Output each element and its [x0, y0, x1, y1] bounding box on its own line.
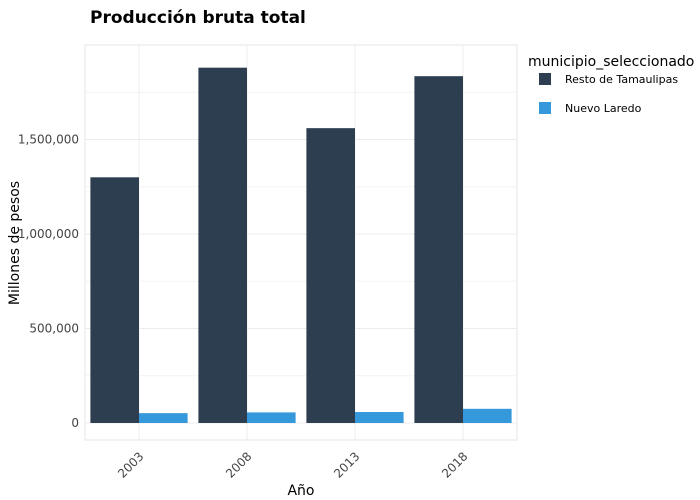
legend-swatch [539, 102, 551, 114]
legend: municipio_seleccionado Resto de Tamaulip… [528, 54, 694, 115]
y-tick-label: 0 [71, 416, 79, 430]
legend-label: Nuevo Laredo [565, 102, 642, 115]
x-axis-title: Año [287, 483, 314, 499]
bar [306, 128, 355, 423]
bar [414, 76, 463, 423]
bar [463, 408, 512, 423]
x-tick-label: 2008 [223, 449, 254, 480]
legend-title: municipio_seleccionado [528, 54, 694, 70]
x-tick-label: 2013 [331, 449, 362, 480]
bar [247, 412, 296, 423]
chart-title: Producción bruta total [90, 8, 306, 28]
bar [198, 67, 247, 423]
bar [355, 412, 404, 423]
y-tick-label: 500,000 [29, 321, 79, 335]
bars [90, 67, 512, 423]
legend-label: Resto de Tamaulipas [565, 73, 678, 86]
y-axis-title: Millones de pesos [7, 181, 23, 305]
y-tick-label: 1,000,000 [18, 227, 79, 241]
x-tick-label: 2018 [439, 449, 470, 480]
bar [139, 413, 188, 423]
y-tick-label: 1,500,000 [18, 132, 79, 146]
x-tick-label: 2003 [115, 449, 146, 480]
y-axis-ticks: 0 500,000 1,000,000 1,500,000 [18, 132, 79, 429]
legend-swatch [539, 73, 551, 85]
x-axis-ticks: 2003 2008 2013 2018 [115, 449, 470, 480]
bar [90, 177, 139, 423]
